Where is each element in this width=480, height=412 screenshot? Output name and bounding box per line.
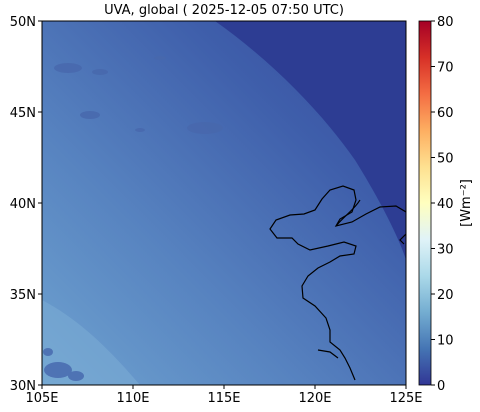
y-axis: 30N 35N 40N 45N 50N [10,15,42,394]
y-tick-label: 50N [10,15,36,30]
colorbar-tick-label: 50 [437,152,454,167]
map-title: UVA, global ( 2025-12-05 07:50 UTC) [104,3,344,18]
y-tick-label: 40N [10,197,36,212]
colorbar-tick-label: 80 [437,15,454,30]
colorbar-tick-label: 40 [437,197,454,212]
colorbar-tick-label: 70 [437,61,454,76]
colorbar-label: [Wm⁻²] [459,179,474,227]
y-tick-label: 45N [10,106,36,121]
colorbar-tick-label: 20 [437,288,454,303]
colorbar-tick-label: 10 [437,334,454,349]
colorbar [418,20,432,386]
x-tick-label: 125E [389,391,422,406]
uva-field [42,21,406,385]
y-tick-label: 30N [10,379,36,394]
x-tick-label: 115E [207,391,240,406]
colorbar-ticks: 0 10 20 30 40 50 60 70 80 [431,15,454,394]
colorbar-tick-label: 60 [437,106,454,121]
x-tick-label: 105E [25,391,58,406]
colorbar-tick-label: 30 [437,243,454,258]
coastline [269,185,406,381]
x-tick-label: 120E [298,391,331,406]
x-axis: 105E 110E 115E 120E 125E [25,385,423,406]
y-tick-label: 35N [10,288,36,303]
x-tick-label: 110E [116,391,149,406]
colorbar-tick-label: 0 [437,379,445,394]
